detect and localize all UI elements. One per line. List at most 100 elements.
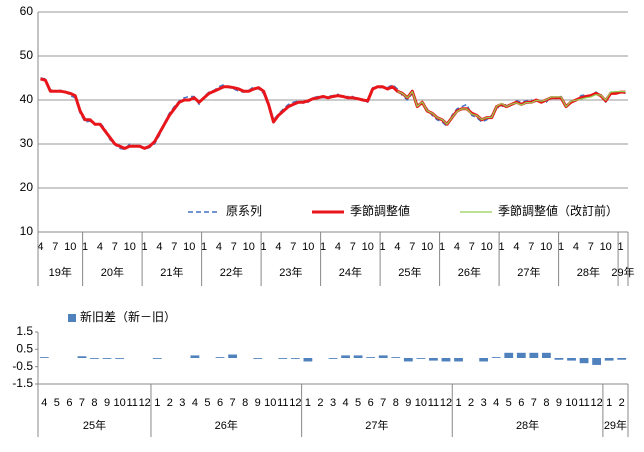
bar (90, 358, 99, 359)
x-tick-label: 1 (201, 241, 207, 253)
x-tick-label: 2 (468, 397, 474, 409)
x-tick-label: 5 (506, 397, 512, 409)
x-tick-label: 1 (455, 397, 461, 409)
bar (579, 358, 589, 364)
x-group-label: 25年 (398, 265, 421, 279)
bar (542, 352, 551, 358)
x-tick-label: 3 (179, 397, 185, 409)
x-tick-label: 4 (342, 397, 348, 409)
x-tick-label: 8 (393, 397, 399, 409)
x-group-label: 26年 (458, 265, 481, 279)
x-tick-label: 1 (618, 241, 624, 253)
bar (366, 357, 376, 358)
x-tick-label: 12 (289, 397, 301, 409)
x-tick-label: 3 (481, 397, 487, 409)
x-group-label: 25年 (83, 418, 106, 432)
x-group-label: 19年 (49, 265, 72, 279)
x-tick-label: 9 (104, 397, 110, 409)
x-tick-label: 9 (255, 397, 261, 409)
bar (604, 358, 614, 361)
bar (102, 358, 112, 359)
bar (190, 355, 200, 358)
bar (228, 354, 237, 358)
x-tick-label: 11 (428, 397, 439, 409)
y-tick-label: -0.5 (12, 359, 33, 373)
y-tick-label: -1.5 (12, 376, 33, 390)
bar (554, 358, 564, 360)
x-group-label: 26年 (215, 418, 238, 432)
x-tick-label: 3 (330, 397, 336, 409)
bar (253, 358, 263, 359)
x-tick-label: 6 (217, 397, 223, 409)
bar (290, 358, 300, 359)
y-tick-label: 20 (20, 180, 34, 194)
x-tick-label: 7 (79, 397, 85, 409)
bar (303, 358, 313, 362)
x-group-label: 29年 (604, 418, 627, 432)
bar (479, 358, 489, 362)
x-group-label: 28年 (516, 418, 539, 432)
x-tick-label: 1 (142, 241, 148, 253)
x-tick-label: 10 (415, 397, 427, 409)
bar (215, 357, 225, 358)
x-tick-label: 1 (82, 241, 88, 253)
x-tick-label: 4 (394, 241, 400, 253)
bar (416, 358, 426, 359)
bar (328, 358, 338, 359)
x-tick-label: 4 (573, 241, 579, 253)
x-tick-label: 5 (204, 397, 210, 409)
x-tick-label: 1 (606, 397, 612, 409)
x-tick-label: 4 (97, 241, 103, 253)
x-tick-label: 4 (275, 241, 281, 253)
x-tick-label: 6 (518, 397, 524, 409)
x-tick-label: 1 (154, 397, 160, 409)
y-tick-label: 0.5 (16, 342, 33, 356)
x-group-label: 20年 (101, 265, 124, 279)
y-tick-label: 50 (20, 48, 34, 62)
x-group-label: 27年 (365, 418, 388, 432)
bar (617, 358, 627, 360)
x-tick-label: 1 (558, 241, 564, 253)
x-tick-label: 2 (619, 397, 625, 409)
y-tick-label: 40 (20, 92, 34, 106)
legend-label: 季節調整値（改訂前） (498, 203, 618, 218)
x-tick-label: 10 (481, 241, 493, 253)
bar (567, 358, 576, 361)
x-tick-label: 2 (317, 397, 323, 409)
x-tick-label: 11 (277, 397, 288, 409)
x-group-label: 24年 (339, 265, 362, 279)
x-tick-label: 10 (540, 241, 552, 253)
x-tick-label: 1 (261, 241, 267, 253)
x-tick-label: 7 (531, 397, 537, 409)
x-tick-label: 7 (52, 241, 58, 253)
x-tick-label: 10 (302, 241, 314, 253)
x-tick-label: 12 (139, 397, 151, 409)
bar (115, 358, 124, 359)
x-tick-label: 4 (216, 241, 222, 253)
x-tick-label: 1 (439, 241, 445, 253)
x-tick-label: 1 (305, 397, 311, 409)
x-tick-label: 10 (113, 397, 125, 409)
x-tick-label: 10 (362, 241, 374, 253)
bar (454, 358, 463, 362)
x-tick-label: 1 (320, 241, 326, 253)
x-group-label: 22年 (220, 265, 243, 279)
legend-label: 新旧差（新－旧） (80, 309, 176, 324)
x-tick-label: 4 (513, 241, 519, 253)
bar (592, 358, 602, 365)
bar (491, 357, 501, 358)
x-tick-label: 10 (64, 241, 76, 253)
bar (529, 352, 539, 358)
x-tick-label: 4 (454, 241, 460, 253)
x-tick-label: 10 (565, 397, 577, 409)
x-tick-label: 7 (380, 397, 386, 409)
x-tick-label: 6 (66, 397, 72, 409)
y-tick-label: 60 (20, 4, 34, 18)
x-tick-label: 7 (230, 397, 236, 409)
x-tick-label: 4 (156, 241, 162, 253)
x-tick-label: 7 (171, 241, 177, 253)
x-tick-label: 1 (499, 241, 505, 253)
x-tick-label: 10 (183, 241, 195, 253)
x-tick-label: 4 (493, 397, 499, 409)
